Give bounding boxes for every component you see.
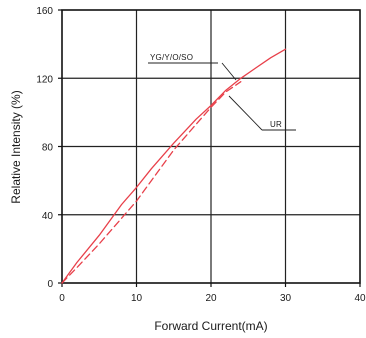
x-tick-label: 0 bbox=[59, 293, 65, 304]
series-line-ur bbox=[61, 81, 242, 284]
annotation-label-ur: UR bbox=[270, 120, 282, 129]
annotation-layer: YG/Y/O/SO UR bbox=[148, 53, 296, 131]
x-tick-label: 30 bbox=[280, 293, 292, 304]
y-tick-label: 80 bbox=[42, 143, 54, 154]
tick-label-layer: 0 10 20 30 40 0 40 80 120 160 bbox=[36, 6, 366, 304]
y-tick-label: 120 bbox=[36, 74, 53, 85]
x-axis-title: Forward Current(mA) bbox=[154, 319, 267, 333]
x-tick-label: 40 bbox=[354, 293, 366, 304]
y-tick-label: 0 bbox=[47, 279, 53, 290]
annotation-leader-line bbox=[228, 95, 263, 131]
y-axis-title: Relative Intensity (%) bbox=[9, 90, 23, 203]
x-tick-label: 20 bbox=[205, 293, 217, 304]
annotation-leader-line bbox=[221, 62, 237, 81]
grid-layer bbox=[62, 10, 360, 283]
series-line-yg-y-o-so bbox=[61, 48, 287, 284]
x-tick-label: 10 bbox=[131, 293, 143, 304]
y-tick-label: 40 bbox=[42, 211, 54, 222]
y-tick-label: 160 bbox=[36, 6, 53, 17]
annotation-label-yg-y-o-so: YG/Y/O/SO bbox=[150, 53, 193, 62]
series-layer bbox=[61, 48, 287, 284]
